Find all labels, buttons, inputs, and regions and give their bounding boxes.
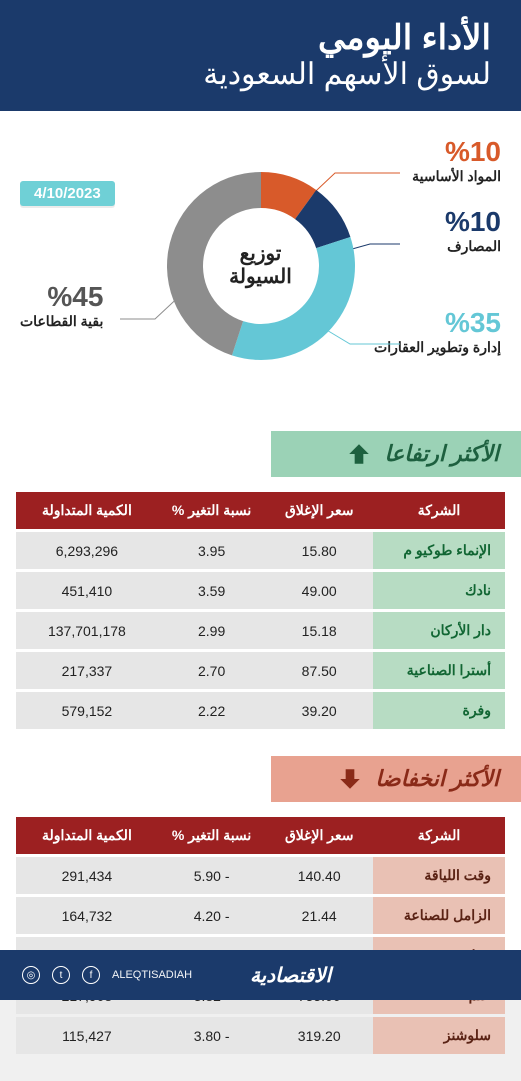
up-arrow-icon xyxy=(344,439,374,469)
gainers-title-text: الأكثر ارتفاعا xyxy=(384,441,499,467)
close-cell: 140.40 xyxy=(265,857,373,894)
close-cell: 21.44 xyxy=(265,897,373,934)
close-cell: 15.80 xyxy=(265,532,373,569)
change-cell: 3.59 xyxy=(158,572,266,609)
donut-chart: توزيع السيولة xyxy=(161,166,361,366)
volume-cell: 6,293,296 xyxy=(16,532,158,569)
company-cell: سلوشنز xyxy=(373,1017,505,1054)
donut-pct-materials: %10 xyxy=(412,136,501,168)
company-cell: الزامل للصناعة xyxy=(373,897,505,934)
volume-cell: 164,732 xyxy=(16,897,158,934)
header-title-line1: الأداء اليومي xyxy=(30,20,491,57)
table-row: نادك49.003.59451,410 xyxy=(16,572,505,609)
volume-cell: 579,152 xyxy=(16,692,158,729)
donut-label-banks: %10 المصارف xyxy=(445,206,501,255)
change-cell: 3.95 xyxy=(158,532,266,569)
col-company: الشركة xyxy=(373,817,505,854)
table-row: الزامل للصناعة21.444.20 -164,732 xyxy=(16,897,505,934)
donut-label-other: %45 بقية القطاعات xyxy=(20,281,103,330)
company-cell: وقت اللياقة xyxy=(373,857,505,894)
table-row: دار الأركان15.182.99137,701,178 xyxy=(16,612,505,649)
col-close: سعر الإغلاق xyxy=(265,817,373,854)
footer-socials: ◎ t f ALEQTISADIAH xyxy=(22,966,192,984)
company-cell: نادك xyxy=(373,572,505,609)
company-cell: أسترا الصناعية xyxy=(373,652,505,689)
table-row: سلوشنز319.203.80 -115,427 xyxy=(16,1017,505,1054)
instagram-icon: ◎ xyxy=(22,966,40,984)
change-cell: 3.80 - xyxy=(158,1017,266,1054)
change-cell: 4.20 - xyxy=(158,897,266,934)
col-company: الشركة xyxy=(373,492,505,529)
twitter-icon: t xyxy=(52,966,70,984)
company-cell: الإنماء طوكيو م xyxy=(373,532,505,569)
liquidity-donut-section: 4/10/2023 %10 المواد الأساسية %10 المصار… xyxy=(0,111,521,431)
col-change: نسبة التغير % xyxy=(158,492,266,529)
change-cell: 2.22 xyxy=(158,692,266,729)
losers-table: الشركة سعر الإغلاق نسبة التغير % الكمية … xyxy=(16,814,505,1057)
gainers-table: الشركة سعر الإغلاق نسبة التغير % الكمية … xyxy=(16,489,505,732)
volume-cell: 291,434 xyxy=(16,857,158,894)
donut-center-label: توزيع السيولة xyxy=(229,243,292,289)
gainers-section-title: الأكثر ارتفاعا xyxy=(0,431,521,477)
donut-name-materials: المواد الأساسية xyxy=(412,168,501,185)
donut-name-banks: المصارف xyxy=(445,238,501,255)
donut-pct-realestate: %35 xyxy=(374,307,501,339)
footer-brand: الاقتصادية xyxy=(250,963,331,988)
volume-cell: 137,701,178 xyxy=(16,612,158,649)
volume-cell: 115,427 xyxy=(16,1017,158,1054)
company-cell: دار الأركان xyxy=(373,612,505,649)
change-cell: 5.90 - xyxy=(158,857,266,894)
col-close: سعر الإغلاق xyxy=(265,492,373,529)
volume-cell: 451,410 xyxy=(16,572,158,609)
change-cell: 2.70 xyxy=(158,652,266,689)
close-cell: 49.00 xyxy=(265,572,373,609)
losers-table-wrap: الشركة سعر الإغلاق نسبة التغير % الكمية … xyxy=(0,802,521,1081)
close-cell: 319.20 xyxy=(265,1017,373,1054)
donut-name-other: بقية القطاعات xyxy=(20,313,103,330)
col-volume: الكمية المتداولة xyxy=(16,817,158,854)
donut-pct-banks: %10 xyxy=(445,206,501,238)
donut-center-line1: توزيع xyxy=(229,243,292,266)
donut-name-realestate: إدارة وتطوير العقارات xyxy=(374,339,501,356)
close-cell: 15.18 xyxy=(265,612,373,649)
header-title-line2: لسوق الأسهم السعودية xyxy=(30,57,491,93)
change-cell: 2.99 xyxy=(158,612,266,649)
gainers-table-wrap: الشركة سعر الإغلاق نسبة التغير % الكمية … xyxy=(0,477,521,756)
table-row: الإنماء طوكيو م15.803.956,293,296 xyxy=(16,532,505,569)
company-cell: وفرة xyxy=(373,692,505,729)
losers-header-row: الشركة سعر الإغلاق نسبة التغير % الكمية … xyxy=(16,817,505,854)
header: الأداء اليومي لسوق الأسهم السعودية xyxy=(0,0,521,111)
losers-section-title: الأكثر انخفاضا xyxy=(0,756,521,802)
losers-title-text: الأكثر انخفاضا xyxy=(375,766,499,792)
donut-pct-other: %45 xyxy=(20,281,103,313)
donut-label-materials: %10 المواد الأساسية xyxy=(412,136,501,185)
table-row: وفرة39.202.22579,152 xyxy=(16,692,505,729)
donut-center-line2: السيولة xyxy=(229,266,292,289)
table-row: وقت اللياقة140.405.90 -291,434 xyxy=(16,857,505,894)
footer: ◎ t f ALEQTISADIAH الاقتصادية xyxy=(0,950,521,1000)
table-row: أسترا الصناعية87.502.70217,337 xyxy=(16,652,505,689)
facebook-icon: f xyxy=(82,966,100,984)
donut-label-realestate: %35 إدارة وتطوير العقارات xyxy=(374,307,501,356)
close-cell: 39.20 xyxy=(265,692,373,729)
col-change: نسبة التغير % xyxy=(158,817,266,854)
volume-cell: 217,337 xyxy=(16,652,158,689)
col-volume: الكمية المتداولة xyxy=(16,492,158,529)
footer-handle: ALEQTISADIAH xyxy=(112,969,192,981)
close-cell: 87.50 xyxy=(265,652,373,689)
down-arrow-icon xyxy=(335,764,365,794)
date-pill: 4/10/2023 xyxy=(20,181,115,206)
gainers-header-row: الشركة سعر الإغلاق نسبة التغير % الكمية … xyxy=(16,492,505,529)
